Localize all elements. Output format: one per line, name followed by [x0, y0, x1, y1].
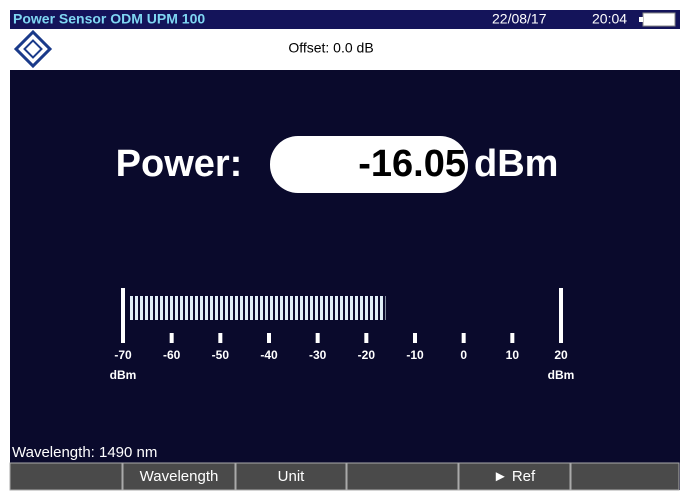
meter-tick: [364, 333, 369, 343]
date: 22/08/17: [492, 11, 547, 27]
softkey-bar: Wavelength Unit ► Ref: [9, 462, 680, 491]
softkey-label[interactable]: Unit: [278, 468, 306, 485]
softkey[interactable]: [346, 462, 459, 491]
reading-value: -16.05: [358, 143, 466, 185]
offset: Offset: 0.0 dB: [288, 40, 373, 56]
meter-tick-label: -70: [114, 348, 132, 362]
softkey[interactable]: [458, 462, 571, 491]
meter-unit: dBm: [110, 368, 137, 382]
meter-tick: [461, 333, 466, 343]
reading-label: Power:: [116, 143, 243, 185]
device-title: Power Sensor ODM UPM 100: [13, 11, 205, 27]
screen-bg: [10, 10, 680, 490]
time: 20:04: [592, 11, 627, 27]
softkey-label[interactable]: ► Ref: [493, 468, 536, 485]
battery: [642, 12, 676, 27]
reading-box: [270, 136, 468, 193]
meter-tick-label: 0: [460, 348, 467, 362]
meter-bar: [128, 296, 386, 320]
meter-tick-label: -50: [212, 348, 230, 362]
meter-tick: [121, 288, 125, 343]
reading-unit: dBm: [474, 143, 558, 185]
meter-tick-label: 20: [554, 348, 568, 362]
meter-tick-label: -30: [309, 348, 327, 362]
status-bar: [10, 10, 680, 29]
battery-tip: [639, 17, 643, 22]
softkey[interactable]: [9, 462, 123, 491]
softkey-label[interactable]: Wavelength: [140, 468, 219, 485]
meter-tick: [267, 333, 271, 343]
meter-tick-label: -20: [358, 348, 376, 362]
logo: [13, 29, 53, 69]
header: [10, 29, 680, 70]
meter-tick: [510, 333, 515, 343]
meter-tick: [169, 333, 174, 343]
meter-tick-label: 10: [506, 348, 520, 362]
softkey[interactable]: [235, 462, 347, 491]
meter-tick: [315, 333, 320, 343]
meter-tick-label: -40: [260, 348, 278, 362]
meter-tick-label: -10: [406, 348, 424, 362]
meter-tick: [218, 333, 223, 343]
meter-tick-label: -60: [163, 348, 181, 362]
meter-tick: [413, 333, 417, 343]
meter-tick: [559, 288, 563, 343]
wavelength: Wavelength: 1490 nm: [12, 444, 157, 461]
softkey[interactable]: [570, 462, 680, 491]
softkey[interactable]: [122, 462, 236, 491]
meter-unit: dBm: [548, 368, 575, 382]
